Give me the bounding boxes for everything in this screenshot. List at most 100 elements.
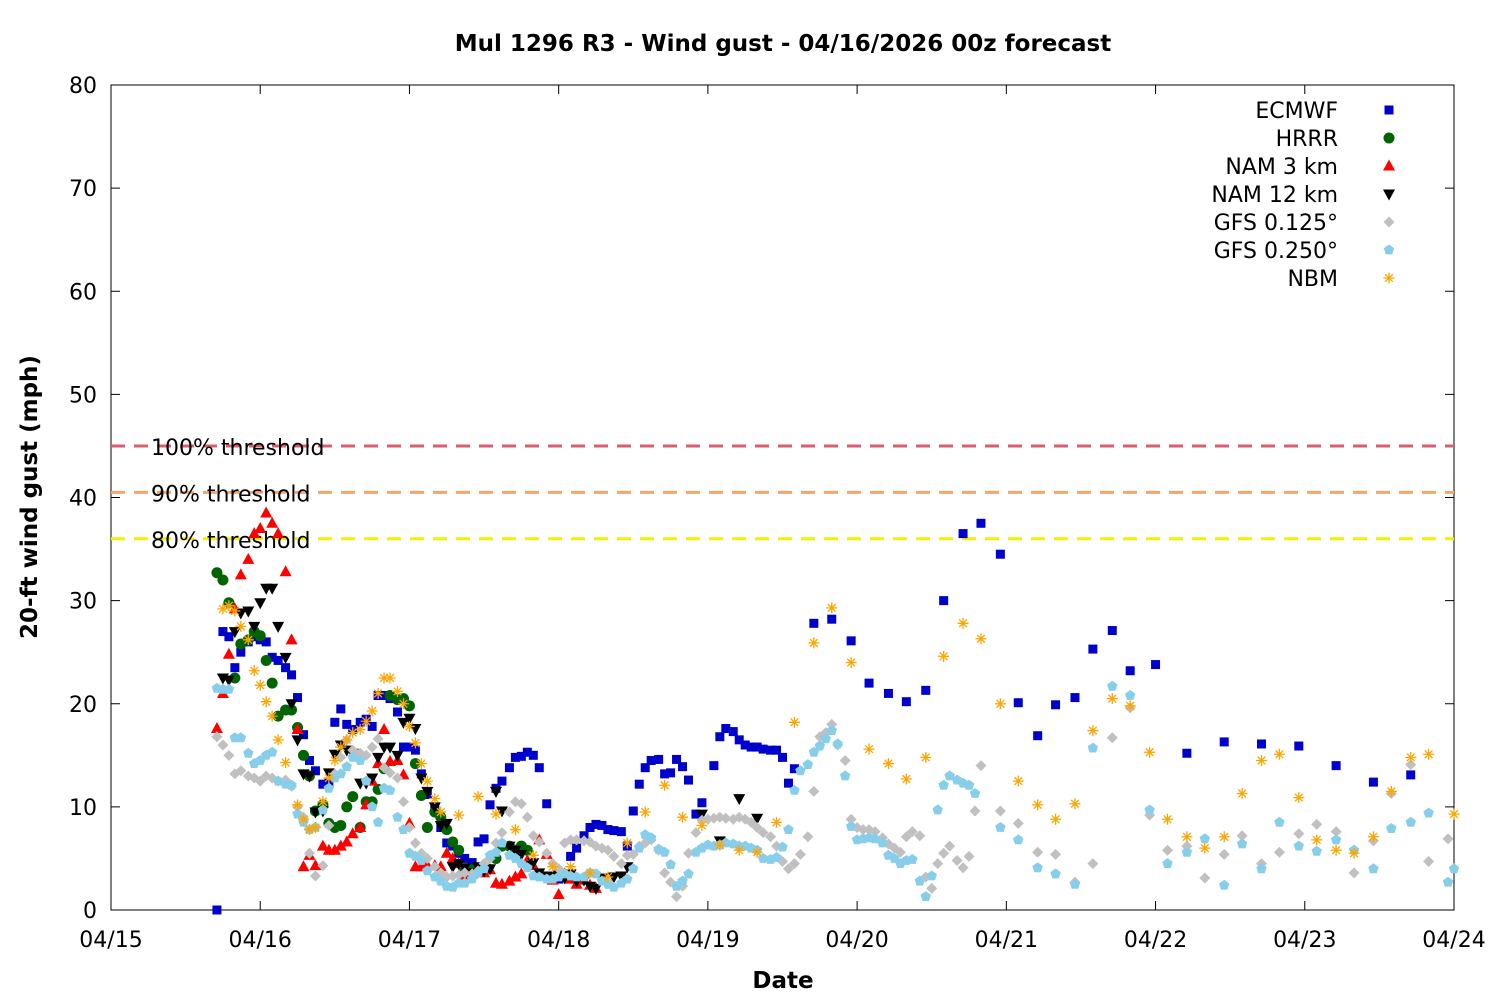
data-point — [428, 802, 441, 814]
legend-label: NAM 3 km — [1225, 155, 1338, 180]
data-point — [309, 822, 321, 833]
data-point — [446, 862, 459, 874]
data-point — [393, 707, 403, 717]
data-point — [622, 873, 633, 884]
data-point — [1070, 693, 1080, 703]
data-point — [615, 871, 628, 883]
data-point — [752, 742, 762, 752]
data-point — [1182, 748, 1192, 758]
data-point — [516, 751, 526, 761]
data-point — [267, 652, 277, 662]
data-point — [323, 772, 335, 784]
data-points — [210, 506, 1460, 915]
data-point — [1050, 848, 1062, 860]
data-point — [1144, 804, 1155, 815]
x-tick-label: 04/22 — [1124, 928, 1187, 953]
data-point — [1012, 817, 1024, 829]
data-point — [1423, 856, 1435, 868]
data-point — [894, 846, 906, 858]
data-point — [808, 637, 820, 649]
data-point — [734, 735, 744, 745]
data-point — [229, 605, 241, 617]
data-point — [1107, 680, 1118, 691]
data-point — [235, 765, 247, 777]
legend-marker-icon — [1383, 159, 1395, 171]
x-tick-label: 04/17 — [378, 928, 441, 953]
x-tick-label: 04/23 — [1273, 928, 1336, 953]
data-point — [453, 844, 465, 856]
data-point — [740, 740, 750, 750]
data-point — [957, 617, 969, 629]
data-point — [1199, 842, 1211, 854]
data-point — [503, 874, 516, 886]
data-point — [696, 819, 708, 831]
data-point — [628, 806, 638, 816]
data-point — [733, 844, 745, 856]
data-point — [607, 872, 620, 884]
data-point — [254, 630, 266, 642]
data-point — [808, 785, 820, 797]
data-point — [528, 750, 538, 760]
data-point — [1448, 808, 1460, 820]
data-point — [254, 775, 266, 787]
data-point — [709, 761, 719, 771]
data-point — [715, 732, 725, 742]
data-point — [721, 724, 731, 733]
data-point — [751, 846, 763, 858]
data-point — [1161, 844, 1173, 856]
data-point — [341, 801, 353, 813]
data-point — [1293, 828, 1305, 840]
data-point — [452, 859, 465, 871]
data-point — [211, 567, 223, 579]
data-point — [440, 846, 453, 858]
data-point — [1423, 807, 1434, 818]
data-point — [1069, 878, 1081, 889]
data-point — [533, 836, 545, 848]
legend-marker-icon — [1383, 189, 1395, 201]
data-point — [777, 841, 788, 852]
data-point — [1311, 818, 1323, 830]
data-point — [318, 779, 328, 789]
x-tick-label: 04/18 — [527, 928, 590, 953]
data-point — [1032, 799, 1044, 811]
data-point — [565, 861, 577, 873]
data-point — [883, 688, 893, 698]
data-point — [384, 672, 396, 684]
data-point — [429, 793, 441, 805]
data-point — [527, 849, 539, 861]
data-point — [495, 806, 508, 818]
data-point — [329, 754, 341, 766]
data-point — [845, 821, 857, 831]
data-point — [646, 755, 656, 765]
data-point — [765, 831, 777, 843]
data-point — [820, 733, 831, 744]
data-point — [447, 836, 459, 848]
data-point — [409, 837, 421, 849]
data-point — [372, 816, 384, 827]
data-point — [515, 867, 528, 879]
data-point — [366, 801, 378, 812]
data-point — [1273, 748, 1285, 760]
data-point — [335, 741, 347, 753]
data-point — [261, 637, 271, 647]
legend-label: NBM — [1287, 267, 1338, 292]
data-point — [1273, 846, 1285, 858]
data-point — [534, 871, 545, 882]
data-point — [254, 521, 267, 533]
data-point — [266, 677, 278, 689]
data-point — [534, 763, 544, 773]
data-point — [1406, 770, 1416, 780]
data-point — [260, 654, 272, 666]
data-point — [415, 773, 428, 785]
data-point — [297, 749, 309, 761]
threshold-lines: 100% threshold 90% threshold 80% threshold — [111, 436, 1454, 554]
data-point — [503, 806, 515, 818]
data-point — [384, 784, 396, 795]
data-point — [279, 652, 292, 664]
threshold-label: 80% threshold — [151, 529, 311, 554]
data-point — [814, 740, 825, 751]
data-point — [602, 844, 614, 856]
data-point — [224, 632, 234, 642]
data-point — [404, 742, 414, 752]
data-point — [572, 843, 582, 853]
